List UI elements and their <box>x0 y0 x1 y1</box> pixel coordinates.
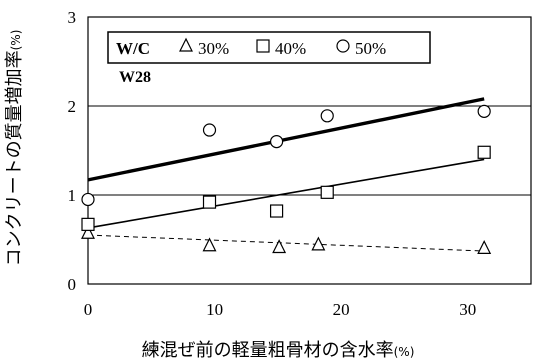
trend-line-triangle <box>87 234 485 252</box>
triangle-point-2 <box>272 239 287 254</box>
triangle-point-3 <box>311 236 326 251</box>
triangle-point-1 <box>202 237 217 252</box>
circle-point-2 <box>269 135 284 149</box>
triangle-point-0 <box>81 224 95 239</box>
circle-point-3 <box>320 109 334 123</box>
legend-items: 30% 40% 50% <box>179 37 386 58</box>
legend-marker-triangle <box>179 37 193 52</box>
trend-lines <box>87 97 485 252</box>
legend-marker-square <box>256 39 270 53</box>
x-tick-label-10: 10 <box>206 300 223 319</box>
plot-area <box>87 16 532 285</box>
square-point-4 <box>477 145 491 159</box>
trend-line-circle <box>87 97 485 182</box>
legend-label-circle: 50% <box>355 39 386 58</box>
legend-label-triangle: 30% <box>198 39 229 58</box>
annotation-label: W28 <box>119 69 151 86</box>
y-axis-label: コンクリートの質量増加率(%) <box>4 30 25 267</box>
y-tick-label-3: 3 <box>68 8 77 27</box>
legend-label-square: 40% <box>275 39 306 58</box>
x-axis-label: 練混ぜ前の軽量粗骨材の含水率(%) <box>142 340 415 361</box>
square-point-1 <box>202 195 217 209</box>
x-tick-label-30: 30 <box>459 300 476 319</box>
legend-title: W/C <box>116 39 150 58</box>
triangle-point-4 <box>477 240 492 254</box>
square-point-0 <box>81 217 95 231</box>
square-point-3 <box>320 185 334 199</box>
legend: W/C 30% 40% 50% <box>107 31 431 64</box>
x-tick-label-20: 20 <box>333 300 350 319</box>
trend-line-square <box>87 158 485 229</box>
y-tick-label-0: 0 <box>68 275 77 294</box>
square-point-2 <box>269 204 284 218</box>
y-tick-label-2: 2 <box>68 97 77 116</box>
legend-marker-circle <box>336 39 350 53</box>
x-tick-label-0: 0 <box>84 300 93 319</box>
data-points <box>81 104 492 254</box>
circle-point-1 <box>202 123 217 137</box>
y-tick-label-1: 1 <box>68 186 77 205</box>
grid <box>88 105 531 196</box>
circle-point-0 <box>81 192 95 207</box>
circle-point-4 <box>477 104 491 118</box>
